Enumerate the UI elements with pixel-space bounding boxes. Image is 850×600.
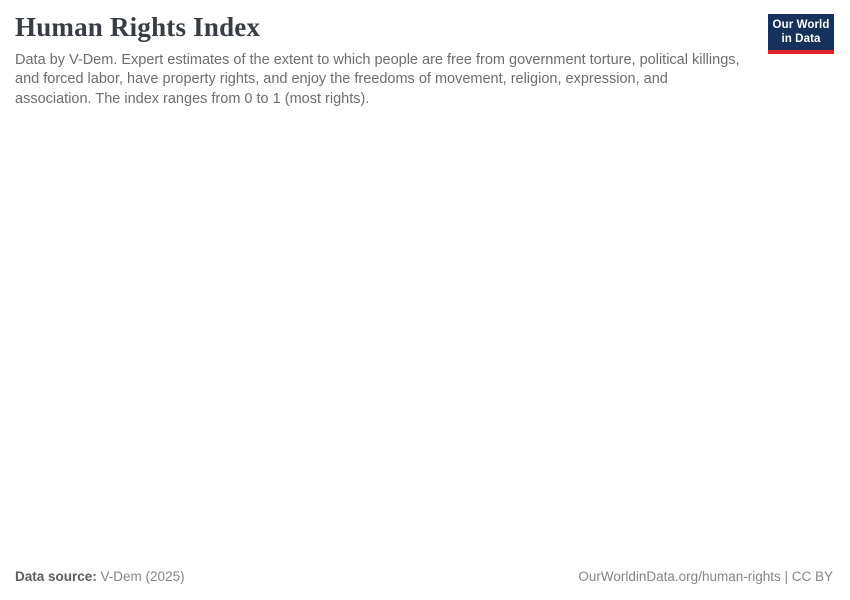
owid-logo[interactable]: Our World in Data [768,14,834,54]
page-title: Human Rights Index [15,12,261,42]
chart-plot-area-empty [15,115,833,555]
chart-footer: Data source: V-Dem (2025) OurWorldinData… [15,568,833,586]
chart-description: Data by V-Dem. Expert estimates of the e… [15,52,740,107]
data-source-label: Data source: [15,569,97,584]
owid-url-license-link[interactable]: OurWorldinData.org/human-rights | CC BY [578,569,833,584]
owid-logo-line-1: Our World [772,19,830,31]
owid-logo-line-2: in Data [781,32,821,45]
data-source-value: V-Dem (2025) [100,569,185,584]
data-source-note: Data source: V-Dem (2025) [15,568,185,586]
